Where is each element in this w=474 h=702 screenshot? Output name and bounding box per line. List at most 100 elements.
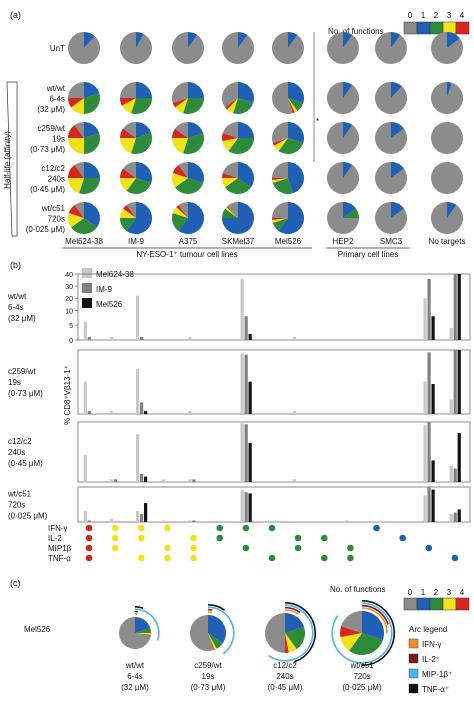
significance-mark: *: [316, 117, 319, 126]
pie-slice-level-1: [391, 162, 404, 178]
arc-1: [361, 604, 389, 625]
combo-dot: [85, 524, 93, 532]
pie-slice-level-1: [288, 82, 305, 103]
pie-slice-level-4: [123, 205, 136, 218]
bar-Mel624-38: [109, 479, 114, 482]
y-tick-label: 5: [69, 323, 73, 330]
pie-a-4-0: [68, 202, 100, 234]
pie-slice-level-1: [288, 32, 298, 48]
pie-slice-level-0: [272, 162, 288, 178]
arc-2: [331, 602, 393, 664]
pie-slice-level-2: [285, 626, 305, 650]
pie-slice-level-3: [222, 138, 238, 151]
legend-swatch-level-2: [429, 21, 444, 35]
pie-slice-level-3: [272, 178, 288, 183]
row-label-a: (0·45 μM): [30, 185, 65, 194]
pie-slice-level-3: [121, 98, 136, 114]
combo-dot: [320, 554, 328, 562]
item-label-c: (0·73 μM): [191, 683, 226, 692]
pie-slice-level-4: [68, 98, 84, 108]
legend-level-label-c: 1: [421, 588, 426, 597]
row-label-c: Mel526: [24, 625, 51, 634]
combo-dot: [268, 524, 276, 532]
combo-dot: [85, 534, 93, 542]
panel-b-label: (b): [10, 260, 21, 270]
bar-Mel526: [457, 433, 461, 482]
pie-a-1-0: [68, 81, 101, 114]
pie-a-3-2: [172, 162, 205, 194]
pie-slice-level-0: [74, 122, 84, 138]
pie-a-4-3: [222, 202, 254, 234]
pie-slice-level-2: [349, 633, 383, 655]
pie-slice-level-2: [131, 98, 152, 115]
legend-swatch-level-c: [416, 597, 431, 611]
pie-a-2-5: [326, 122, 359, 154]
pie-slice-level-1: [188, 32, 198, 48]
combo-dot: [320, 534, 328, 542]
pie-slice-level-0: [222, 82, 238, 108]
pie-slice-level-2: [343, 208, 359, 218]
pie-a-3-6: [374, 162, 407, 195]
pie-slice-level-4: [176, 205, 188, 218]
pie-slice-level-2: [288, 98, 304, 111]
pie-slice-level-1: [136, 162, 153, 183]
item-label-c: 240s: [276, 672, 293, 681]
legend-series-name: Mel526: [96, 300, 123, 309]
pie-a-0-4: [271, 32, 304, 64]
item-label-c: wt/wt: [125, 661, 145, 670]
row-label-a: wt/wt: [46, 84, 66, 93]
pie-slice-level-1: [238, 122, 254, 138]
pie-slice-level-0: [431, 162, 463, 194]
row-label-b: 240s: [8, 448, 25, 457]
pie-slice-level-0: [222, 162, 238, 178]
pie-slice-level-1: [447, 32, 460, 48]
pie-slice-level-3: [71, 98, 84, 114]
legend-series-name: IM-9: [96, 285, 113, 294]
pie-slice-level-0: [374, 122, 407, 154]
row-label-b: 19s: [8, 378, 21, 387]
item-label-c: 6-4s: [127, 672, 143, 681]
pie-slice-level-1: [238, 162, 254, 188]
column-label-a: IM-9: [128, 237, 145, 246]
legend-level-label-c: 3: [447, 588, 452, 597]
bar-Mel624-38: [136, 434, 140, 482]
pie-a-4-7: [430, 201, 463, 234]
arc-3: [361, 600, 396, 666]
row-label-b: (0·025 μM): [8, 512, 48, 521]
combo-dot: [85, 544, 93, 552]
bar-IM-9: [244, 424, 248, 482]
pie-a-2-6: [374, 122, 407, 154]
pie-slice-level-0: [430, 201, 463, 234]
pie-slice-level-1: [238, 82, 255, 103]
pie-slice-level-1: [238, 32, 248, 48]
bar-Mel624-38: [449, 514, 453, 522]
row-label-b: 6-4s: [8, 303, 24, 312]
pie-slice-level-0: [120, 32, 153, 64]
y-tick-label: 10: [65, 308, 73, 315]
pie-slice-level-2: [222, 208, 238, 218]
pie-slice-level-1: [178, 201, 205, 234]
pie-slice-level-0: [431, 82, 464, 114]
bar-row-3: wt/c51 720s (0·025 μM): [7, 486, 471, 523]
bar-Mel624-38: [423, 495, 427, 522]
pie-slice-level-1: [84, 122, 100, 138]
bar-Mel624-38: [449, 328, 453, 340]
pie-slice-level-0: [126, 202, 136, 218]
pie-slice-level-3: [288, 98, 298, 113]
pie-slice-level-0: [67, 31, 100, 64]
bar-Mel624-38: [136, 510, 140, 522]
function-label: IL-2: [48, 534, 62, 543]
group-label-tumour: NY-ESO-1⁺ tumour cell lines: [136, 250, 237, 259]
pie-slice-level-3: [272, 218, 288, 223]
combo-dot: [111, 534, 119, 542]
pie-slice-level-3: [172, 138, 188, 154]
bar-row-frame: [77, 349, 471, 415]
y-tick-label: 0: [69, 338, 73, 345]
legend-level-label: 0: [408, 11, 413, 20]
item-label-c: wt/c51: [349, 661, 374, 670]
bar-IM-9: [427, 352, 431, 414]
row-label-a: c259/wt: [37, 124, 65, 133]
pie-a-4-2: [172, 201, 205, 234]
bar-Mel624-38: [109, 411, 114, 414]
